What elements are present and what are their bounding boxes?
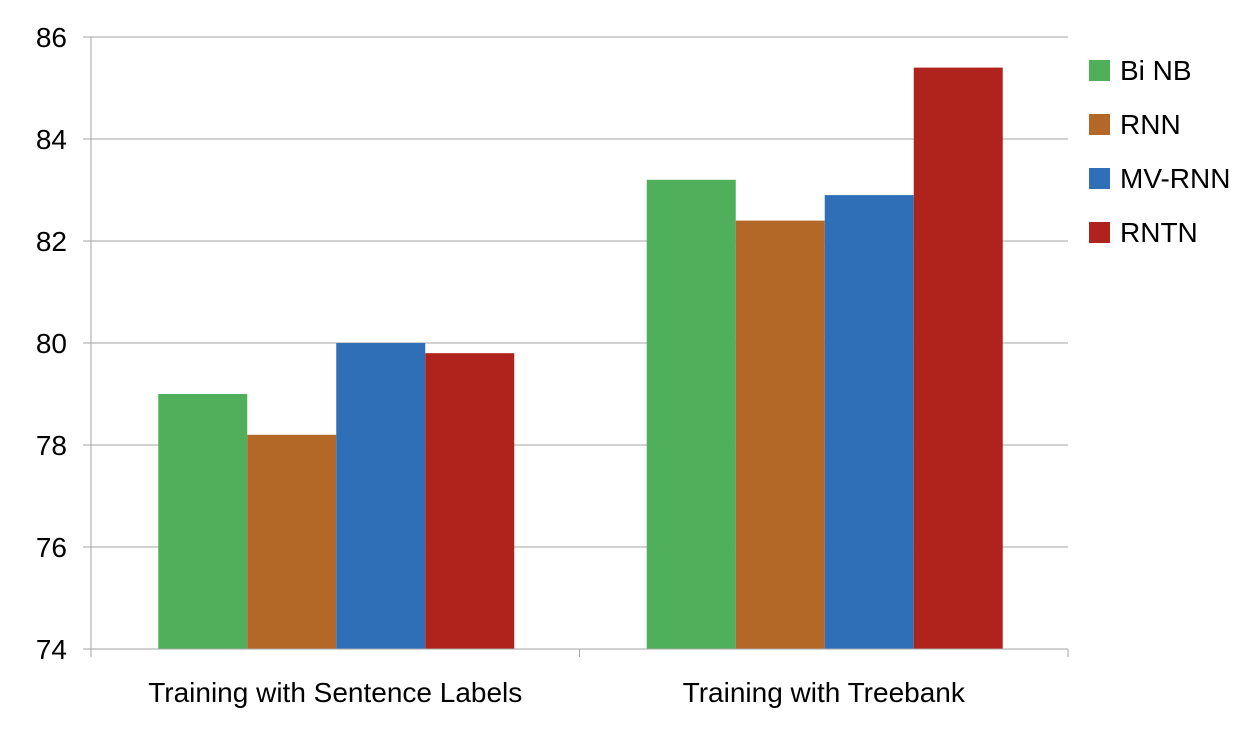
- y-tick-label: 80: [36, 328, 67, 359]
- y-tick-label: 78: [36, 430, 67, 461]
- bar-rnn: [247, 434, 337, 649]
- y-tick-label: 86: [36, 22, 67, 53]
- bar-bi-nb: [158, 394, 248, 649]
- y-tick-label: 76: [36, 532, 67, 563]
- y-tick-label: 74: [36, 634, 67, 665]
- bar-rntn: [425, 353, 515, 649]
- bar-rntn: [913, 67, 1003, 650]
- legend-swatch: [1089, 222, 1110, 243]
- y-tick-label: 84: [36, 124, 67, 155]
- x-category-label: Training with Sentence Labels: [148, 677, 522, 708]
- bar-mv-rnn: [336, 343, 426, 649]
- axes: [83, 36, 1069, 657]
- x-category-label: Training with Treebank: [683, 677, 966, 708]
- legend-swatch: [1089, 60, 1110, 81]
- y-axis-ticks: 74 76 78 80 82 84 86: [36, 22, 67, 665]
- y-tick-label: 82: [36, 226, 67, 257]
- legend-swatch: [1089, 114, 1110, 135]
- legend: Bi NB RNN MV-RNN RNTN: [1089, 55, 1230, 248]
- bar-bi-nb: [646, 179, 736, 650]
- bars: [158, 67, 1003, 650]
- legend-label: RNN: [1120, 109, 1181, 140]
- legend-label: Bi NB: [1120, 55, 1192, 86]
- legend-label: MV-RNN: [1120, 163, 1230, 194]
- x-axis-categories: Training with Sentence Labels Training wi…: [148, 677, 966, 708]
- bar-mv-rnn: [824, 195, 914, 649]
- legend-swatch: [1089, 168, 1110, 189]
- legend-label: RNTN: [1120, 217, 1198, 248]
- bar-rnn: [735, 220, 825, 649]
